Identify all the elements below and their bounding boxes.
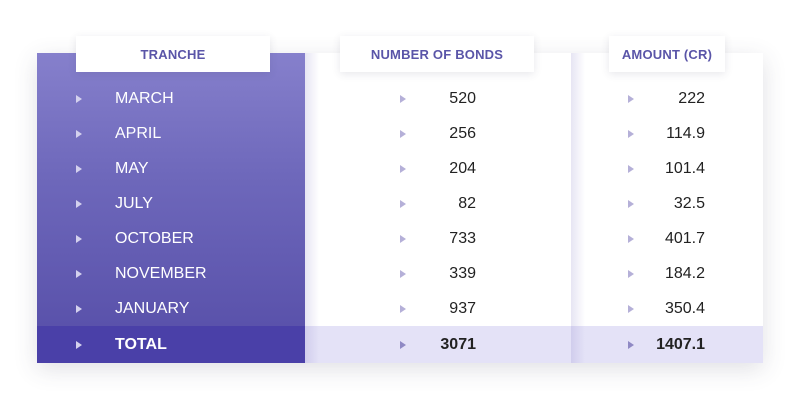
triangle-right-icon <box>400 235 406 243</box>
header-amount: AMOUNT (CR) <box>609 36 725 72</box>
table-row: NOVEMBER 339 184.2 <box>0 256 800 291</box>
table-row: JULY 82 32.5 <box>0 186 800 221</box>
tranche-cell: MARCH <box>115 90 174 107</box>
triangle-right-icon <box>76 130 82 138</box>
triangle-right-icon <box>400 95 406 103</box>
bonds-cell: 937 <box>449 300 476 317</box>
triangle-right-icon <box>76 235 82 243</box>
amount-cell: 222 <box>678 90 705 107</box>
header-number-of-bonds: NUMBER OF BONDS <box>340 36 534 72</box>
triangle-right-icon <box>628 95 634 103</box>
amount-cell: 184.2 <box>664 265 705 282</box>
column-divider <box>305 53 319 363</box>
triangle-right-icon <box>76 305 82 313</box>
bonds-cell: 733 <box>449 230 476 247</box>
table-row: MARCH 520 222 <box>0 81 800 116</box>
triangle-right-icon <box>400 130 406 138</box>
amount-cell: 101.4 <box>664 160 705 177</box>
triangle-right-icon <box>628 130 634 138</box>
total-bonds: 3071 <box>440 336 476 353</box>
total-amount: 1407.1 <box>656 336 705 353</box>
triangle-right-icon <box>628 165 634 173</box>
table-row: JANUARY 937 350.4 <box>0 291 800 326</box>
bonds-cell: 204 <box>449 160 476 177</box>
table-row-total: TOTAL 3071 1407.1 <box>0 327 800 362</box>
triangle-right-icon <box>76 270 82 278</box>
triangle-right-icon <box>400 270 406 278</box>
bonds-cell: 256 <box>449 125 476 142</box>
amount-cell: 114.9 <box>666 125 705 142</box>
column-divider <box>571 53 585 363</box>
tranche-cell: NOVEMBER <box>115 265 207 282</box>
table-row: OCTOBER 733 401.7 <box>0 221 800 256</box>
tranche-cell: JULY <box>115 195 153 212</box>
table-row: MAY 204 101.4 <box>0 151 800 186</box>
amount-cell: 32.5 <box>673 195 705 212</box>
tranche-cell: JANUARY <box>115 300 190 317</box>
triangle-right-icon <box>400 200 406 208</box>
tranche-cell: OCTOBER <box>115 230 194 247</box>
triangle-right-icon <box>628 270 634 278</box>
triangle-right-icon <box>76 200 82 208</box>
triangle-right-icon <box>628 235 634 243</box>
triangle-right-icon <box>400 165 406 173</box>
bonds-cell: 520 <box>449 90 476 107</box>
amount-cell: 401.7 <box>664 230 705 247</box>
header-tranche: TRANCHE <box>76 36 270 72</box>
triangle-right-icon <box>400 341 406 349</box>
triangle-right-icon <box>76 165 82 173</box>
triangle-right-icon <box>76 341 82 349</box>
amount-cell: 350.4 <box>664 300 705 317</box>
triangle-right-icon <box>400 305 406 313</box>
tranche-cell: APRIL <box>115 125 162 142</box>
triangle-right-icon <box>628 341 634 349</box>
bonds-cell: 82 <box>458 195 476 212</box>
triangle-right-icon <box>628 305 634 313</box>
triangle-right-icon <box>76 95 82 103</box>
bonds-cell: 339 <box>449 265 476 282</box>
triangle-right-icon <box>628 200 634 208</box>
total-label: TOTAL <box>115 336 167 353</box>
table-row: APRIL 256 114.9 <box>0 116 800 151</box>
tranche-cell: MAY <box>115 160 149 177</box>
